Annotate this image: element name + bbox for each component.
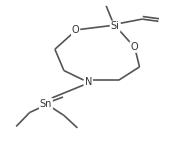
Text: Si: Si	[111, 21, 120, 31]
Text: O: O	[130, 42, 138, 52]
Text: Sn: Sn	[40, 99, 52, 109]
Text: O: O	[72, 25, 79, 35]
Text: N: N	[85, 77, 92, 87]
